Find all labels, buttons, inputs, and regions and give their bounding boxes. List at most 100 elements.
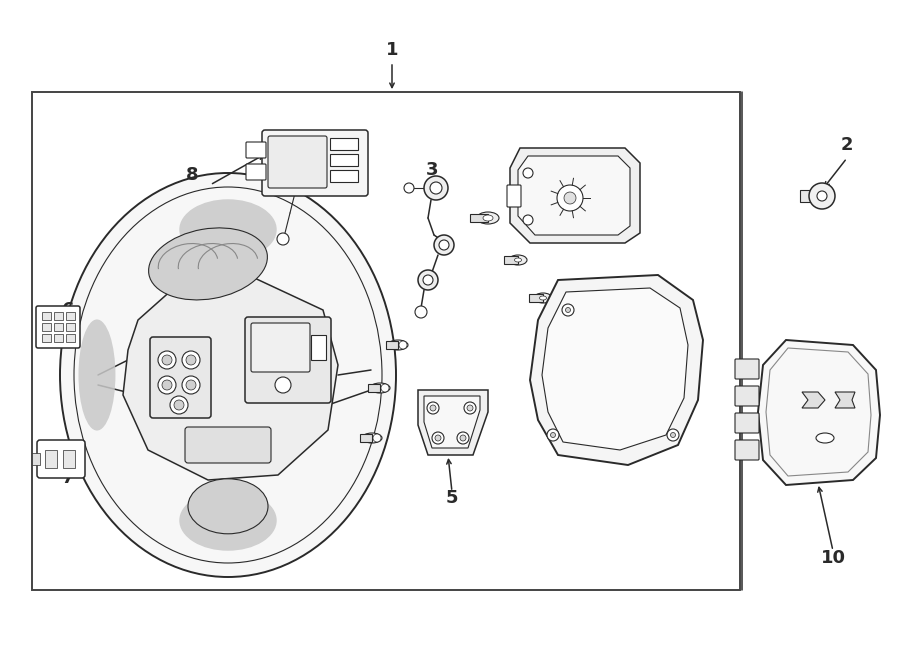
Bar xyxy=(504,256,518,264)
Bar xyxy=(42,312,51,320)
Circle shape xyxy=(404,183,414,193)
Bar xyxy=(330,138,358,150)
Circle shape xyxy=(432,432,444,444)
Circle shape xyxy=(373,434,381,442)
Circle shape xyxy=(809,183,835,209)
Circle shape xyxy=(182,376,200,394)
Bar xyxy=(54,323,63,331)
Polygon shape xyxy=(424,396,480,448)
FancyBboxPatch shape xyxy=(37,440,85,478)
FancyBboxPatch shape xyxy=(735,359,759,379)
Text: 5: 5 xyxy=(446,489,458,507)
Circle shape xyxy=(523,215,533,225)
Ellipse shape xyxy=(539,296,546,300)
Bar xyxy=(66,334,75,342)
Polygon shape xyxy=(758,340,880,485)
FancyBboxPatch shape xyxy=(185,427,271,463)
Circle shape xyxy=(435,435,441,441)
Bar xyxy=(360,434,372,442)
Polygon shape xyxy=(802,392,825,408)
Bar xyxy=(32,453,40,465)
Ellipse shape xyxy=(370,383,390,393)
Text: 9: 9 xyxy=(637,381,649,399)
Circle shape xyxy=(670,432,676,438)
Ellipse shape xyxy=(188,479,268,534)
Text: 3: 3 xyxy=(426,161,438,179)
FancyBboxPatch shape xyxy=(245,317,331,403)
Circle shape xyxy=(415,306,427,318)
Ellipse shape xyxy=(78,320,115,430)
Text: 6: 6 xyxy=(62,301,74,319)
Circle shape xyxy=(464,402,476,414)
Bar xyxy=(330,154,358,166)
Bar xyxy=(54,334,63,342)
Circle shape xyxy=(430,405,436,411)
Ellipse shape xyxy=(148,228,267,300)
Circle shape xyxy=(158,376,176,394)
Circle shape xyxy=(439,240,449,250)
Circle shape xyxy=(551,432,555,438)
Bar xyxy=(63,450,75,468)
FancyBboxPatch shape xyxy=(735,440,759,460)
Circle shape xyxy=(562,304,574,316)
Ellipse shape xyxy=(816,433,834,443)
FancyBboxPatch shape xyxy=(246,164,266,180)
FancyBboxPatch shape xyxy=(268,136,327,188)
Circle shape xyxy=(158,351,176,369)
Text: 8: 8 xyxy=(185,166,198,184)
Circle shape xyxy=(186,380,196,390)
Circle shape xyxy=(423,275,433,285)
Text: 4: 4 xyxy=(594,155,607,173)
Circle shape xyxy=(557,185,583,211)
FancyBboxPatch shape xyxy=(251,323,310,372)
Ellipse shape xyxy=(388,340,408,350)
Ellipse shape xyxy=(509,255,527,265)
FancyBboxPatch shape xyxy=(262,130,368,196)
Polygon shape xyxy=(510,148,640,243)
Polygon shape xyxy=(518,156,630,235)
Circle shape xyxy=(170,396,188,414)
Text: 10: 10 xyxy=(821,549,845,567)
Bar xyxy=(66,323,75,331)
Circle shape xyxy=(817,191,827,201)
Bar xyxy=(42,334,51,342)
FancyBboxPatch shape xyxy=(246,142,266,158)
Text: 1: 1 xyxy=(386,41,398,59)
Bar xyxy=(529,294,543,302)
Circle shape xyxy=(275,377,291,393)
Bar xyxy=(54,312,63,320)
Circle shape xyxy=(277,233,289,245)
Circle shape xyxy=(547,429,559,441)
Bar xyxy=(66,312,75,320)
Ellipse shape xyxy=(179,490,276,551)
Ellipse shape xyxy=(515,258,521,262)
Circle shape xyxy=(182,351,200,369)
Polygon shape xyxy=(835,392,855,408)
Bar xyxy=(42,323,51,331)
Text: 7: 7 xyxy=(62,469,74,487)
Circle shape xyxy=(565,308,571,312)
Bar xyxy=(32,92,740,590)
FancyBboxPatch shape xyxy=(150,337,211,418)
Circle shape xyxy=(427,402,439,414)
Circle shape xyxy=(381,384,389,392)
Ellipse shape xyxy=(534,293,552,303)
Circle shape xyxy=(667,429,679,441)
Bar xyxy=(368,384,380,392)
Ellipse shape xyxy=(362,433,382,443)
FancyBboxPatch shape xyxy=(735,386,759,406)
FancyBboxPatch shape xyxy=(36,306,80,348)
Polygon shape xyxy=(530,275,703,465)
Circle shape xyxy=(418,270,438,290)
Text: 2: 2 xyxy=(841,136,853,154)
Ellipse shape xyxy=(477,212,499,224)
Polygon shape xyxy=(123,275,338,480)
Circle shape xyxy=(430,182,442,194)
Bar xyxy=(311,335,326,360)
Circle shape xyxy=(434,235,454,255)
Circle shape xyxy=(460,435,466,441)
Circle shape xyxy=(424,176,448,200)
Circle shape xyxy=(564,192,576,204)
Polygon shape xyxy=(418,390,488,455)
Circle shape xyxy=(523,168,533,178)
